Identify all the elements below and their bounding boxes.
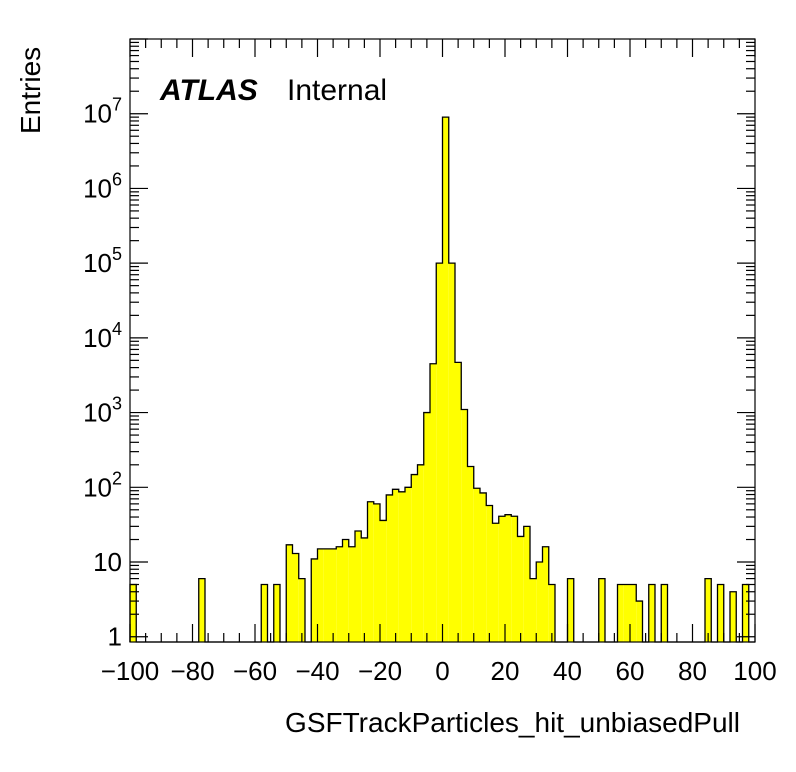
histogram-bin (548, 584, 555, 642)
histogram-bin (630, 584, 637, 642)
histogram-bin (361, 537, 368, 642)
histogram-bin (311, 558, 318, 642)
histogram-bin (617, 584, 624, 642)
y-tick-label: 107 (83, 95, 122, 129)
status-label: Internal (287, 74, 387, 107)
histogram-bin (330, 548, 337, 642)
y-tick-label: 1 (108, 622, 122, 652)
y-tick-label: 10 (93, 547, 122, 577)
histogram-bin (373, 503, 380, 642)
x-tick-labels: −100 −80 −60 −40 −20 0 20 40 60 80 100 (101, 656, 777, 686)
histogram-bin (636, 601, 643, 642)
histogram-bin (480, 492, 487, 642)
histogram-bin (323, 548, 330, 642)
histogram-bin (392, 489, 399, 642)
histogram-bin (367, 501, 374, 642)
x-tick-label: 80 (678, 656, 707, 686)
histogram-bin (498, 516, 505, 642)
histogram-bin (473, 488, 480, 642)
histogram-bin (436, 263, 443, 642)
histogram-bin (348, 546, 355, 642)
histogram-bin (467, 466, 474, 642)
x-tick-label: −100 (101, 656, 160, 686)
histogram-bin (530, 578, 537, 642)
histogram-bin (423, 412, 430, 642)
histogram-bin (455, 362, 462, 642)
histogram-bin (717, 584, 724, 642)
histogram-bin (292, 553, 299, 642)
histogram-bin (380, 520, 387, 642)
y-tick-label: 102 (83, 468, 122, 502)
x-tick-label: −40 (295, 656, 339, 686)
y-tick-label: 105 (83, 244, 122, 278)
x-tick-label: −60 (233, 656, 277, 686)
x-tick-label: 100 (733, 656, 776, 686)
x-tick-label: −80 (170, 656, 214, 686)
y-tick-label: 106 (83, 169, 122, 203)
histogram-bin (398, 491, 405, 642)
histogram-bin (598, 578, 605, 642)
histogram-bin (461, 409, 468, 642)
histogram-bin (705, 578, 712, 642)
histogram-bin (417, 464, 424, 642)
histogram-bin (198, 578, 205, 642)
histogram-bin (336, 546, 343, 642)
histogram-bars (129, 116, 755, 643)
histogram-bin (261, 584, 268, 642)
histogram-bin (661, 584, 668, 642)
histogram-bin (517, 536, 524, 642)
histogram-bin (536, 562, 543, 642)
x-tick-label: 40 (553, 656, 582, 686)
histogram-bin (342, 539, 349, 642)
histogram-bin (442, 117, 449, 642)
histogram-bin (430, 363, 437, 642)
histogram-bin (486, 505, 493, 642)
histogram-bin (730, 591, 737, 642)
histogram-bin (542, 546, 549, 642)
histogram-bin (411, 474, 418, 642)
y-tick-label: 103 (83, 394, 122, 428)
x-tick-label: 20 (491, 656, 520, 686)
histogram-bin (742, 584, 749, 642)
histogram-bin (492, 523, 499, 642)
histogram-bin (298, 578, 305, 642)
y-axis-title: Entries (15, 47, 46, 134)
atlas-label: ATLAS (159, 74, 258, 107)
x-axis-title: GSFTrackParticles_hit_unbiasedPull (285, 707, 740, 738)
x-tick-label: 60 (616, 656, 645, 686)
y-tick-label: 104 (83, 319, 122, 353)
x-tick-label: −20 (358, 656, 402, 686)
histogram-bin (511, 516, 518, 642)
histogram-bin (567, 578, 574, 642)
histogram-bin (405, 487, 412, 642)
histogram-bin (523, 526, 530, 642)
x-tick-label: 0 (435, 656, 449, 686)
histogram-bin (317, 548, 324, 642)
axis-ticks (129, 38, 756, 642)
histogram-bin (130, 584, 137, 642)
histogram-bin (648, 584, 655, 642)
histogram-bin (386, 494, 393, 642)
histogram-bin (623, 584, 630, 642)
histogram-bin (286, 544, 293, 642)
histogram-bin (273, 584, 280, 642)
histogram-bin (505, 514, 512, 642)
histogram-bin (448, 263, 455, 642)
histogram-bin (355, 531, 362, 642)
y-tick-labels: 1 10 102 103 104 105 106 107 (83, 95, 122, 652)
